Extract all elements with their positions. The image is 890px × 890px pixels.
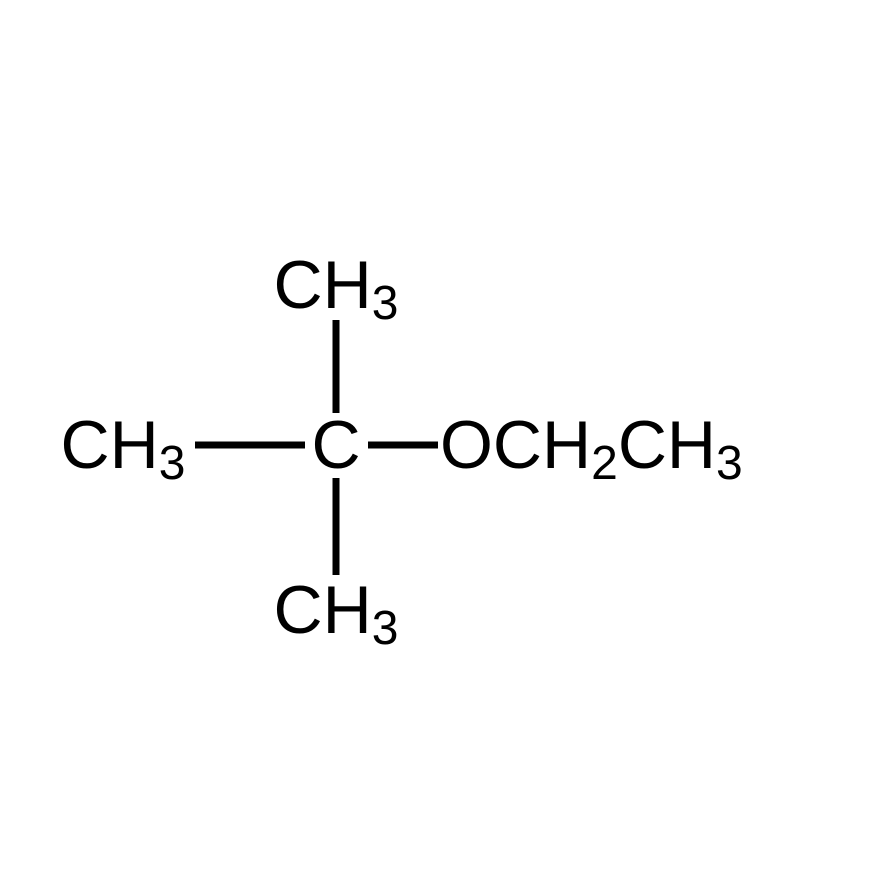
atom-label-right: OCH2CH3: [440, 407, 743, 490]
atom-label-center: C: [311, 407, 360, 483]
labels-group: CH3 CH3 C OCH2CH3 CH3: [61, 247, 743, 655]
atom-label-left: CH3: [61, 407, 186, 490]
chemical-structure-diagram: CH3 CH3 C OCH2CH3 CH3: [0, 0, 890, 890]
atom-label-top: CH3: [274, 247, 399, 330]
atom-label-bottom: CH3: [274, 572, 399, 655]
